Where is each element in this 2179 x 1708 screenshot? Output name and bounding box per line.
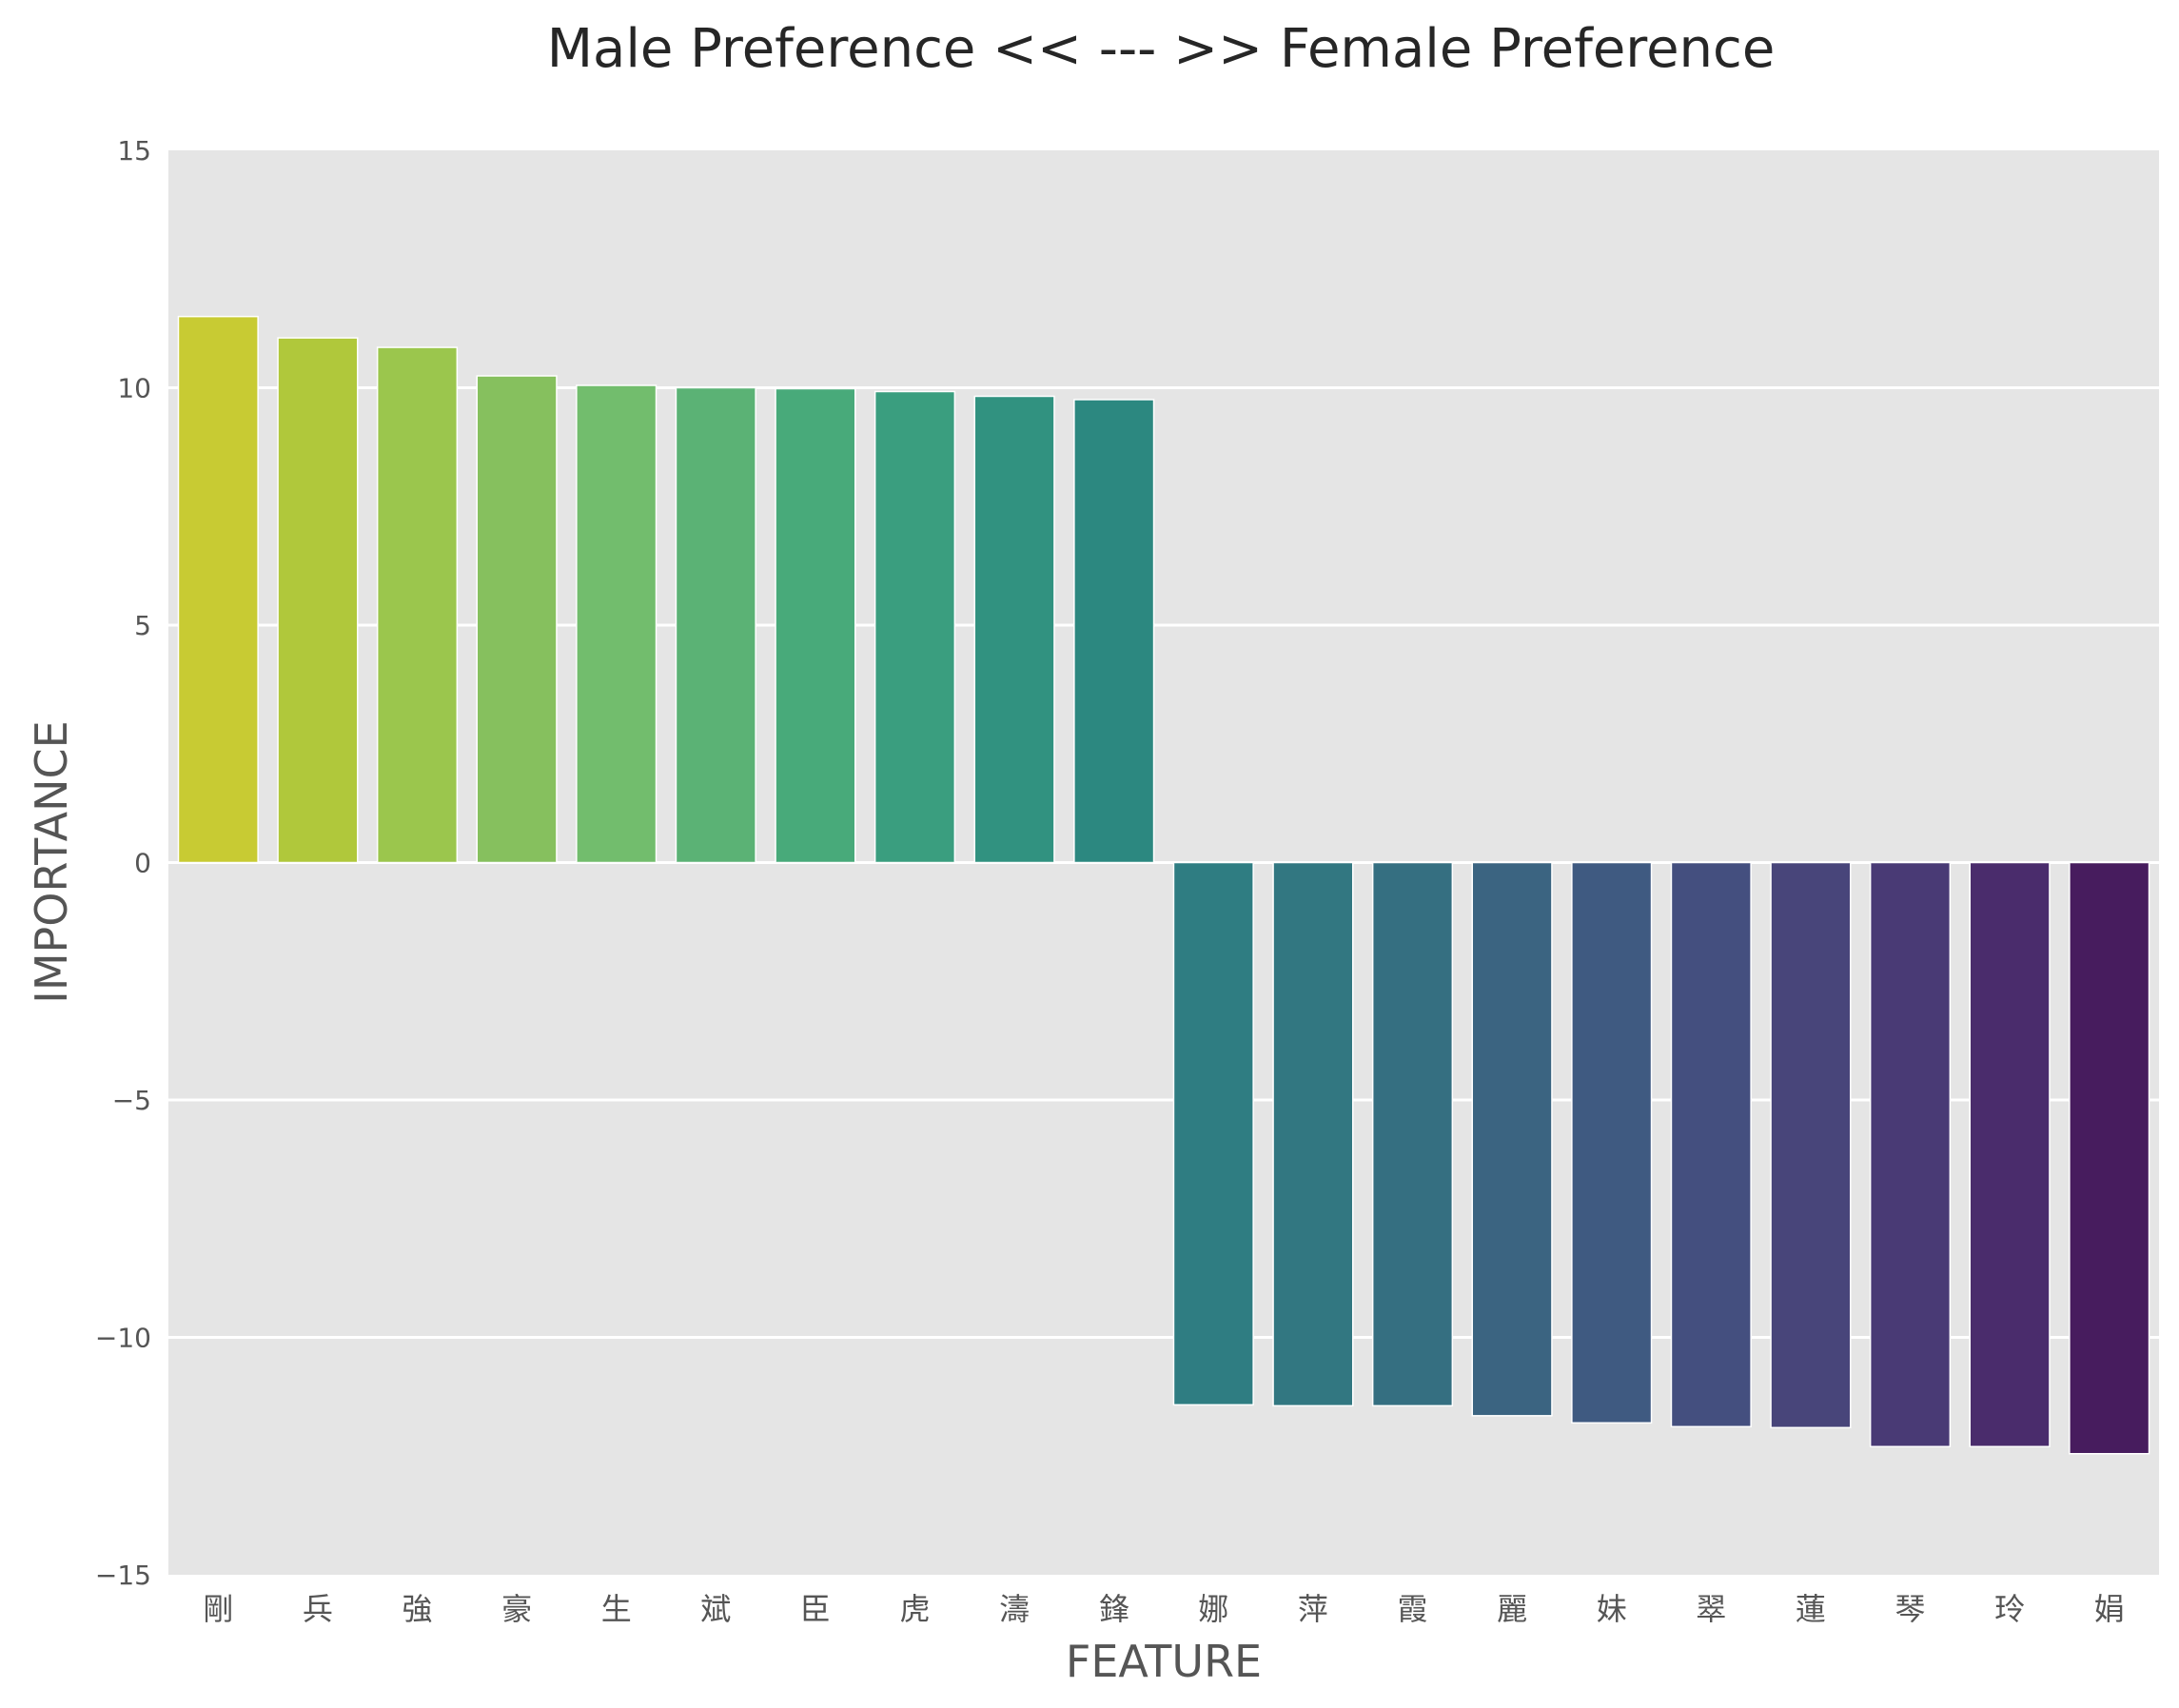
bar (277, 337, 359, 864)
bar (177, 315, 259, 864)
bar (1172, 861, 1254, 1406)
bar (1073, 399, 1155, 864)
bar (1571, 861, 1653, 1424)
x-tick-label: 娟 (2094, 1591, 2125, 1627)
x-tick-label: 萍 (1298, 1591, 1328, 1627)
y-axis-label: IMPORTANCE (26, 720, 77, 1003)
y-tick-label: −5 (112, 1085, 151, 1116)
x-axis-label: FEATURE (1066, 1636, 1262, 1687)
x-tick-label: 妹 (1597, 1591, 1627, 1627)
x-tick-label: 斌 (700, 1591, 731, 1627)
bar (576, 384, 658, 864)
bar (1869, 861, 1952, 1448)
bar (376, 346, 459, 864)
y-tick-label: −15 (95, 1560, 151, 1591)
x-tick-label: 蓮 (1796, 1591, 1826, 1627)
y-tick-label: −10 (95, 1323, 151, 1354)
x-tick-label: 玲 (1994, 1591, 2025, 1627)
y-tick-label: 10 (117, 373, 151, 404)
bar (973, 395, 1055, 864)
x-tick-label: 翠 (1696, 1591, 1726, 1627)
x-tick-labels: 剛兵強豪生斌臣虎濤鋒娜萍霞麗妹翠蓮琴玲娟 (203, 1591, 2124, 1627)
y-tick-label: 15 (117, 135, 151, 167)
bar (1969, 861, 2051, 1448)
x-tick-label: 虎 (899, 1591, 930, 1627)
x-tick-label: 霞 (1397, 1591, 1427, 1627)
x-tick-label: 兵 (303, 1591, 333, 1627)
bars (177, 315, 2150, 1455)
bar (476, 375, 558, 864)
bar (2069, 861, 2150, 1455)
x-tick-label: 生 (601, 1591, 632, 1627)
x-tick-label: 琴 (1894, 1591, 1925, 1627)
x-tick-label: 剛 (203, 1591, 233, 1627)
x-tick-label: 強 (402, 1591, 432, 1627)
y-tick-label: 0 (134, 848, 151, 879)
x-tick-label: 麗 (1497, 1591, 1527, 1627)
chart-title: Male Preference << --- >> Female Prefere… (547, 18, 1776, 80)
bar (675, 386, 756, 864)
x-tick-label: 豪 (501, 1591, 532, 1627)
x-tick-label: 鋒 (1099, 1591, 1129, 1627)
x-tick-label: 濤 (999, 1591, 1030, 1627)
x-tick-label: 娜 (1198, 1591, 1228, 1627)
bar (1371, 861, 1454, 1407)
y-tick-labels: 15 10 5 0 −5 −10 −15 (95, 135, 151, 1591)
bar (775, 387, 856, 864)
bar (1670, 861, 1752, 1428)
bar (1272, 861, 1354, 1407)
y-tick-label: 5 (134, 610, 151, 641)
x-tick-label: 臣 (800, 1591, 831, 1627)
bar (874, 390, 956, 864)
bar (1471, 861, 1553, 1417)
bar (1770, 861, 1852, 1429)
